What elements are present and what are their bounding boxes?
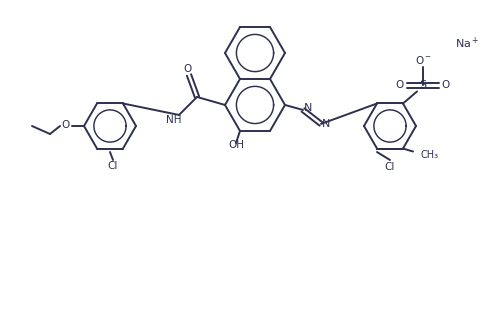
Text: CH₃: CH₃ [421,150,439,160]
Text: O: O [442,81,450,91]
Text: Cl: Cl [385,162,395,172]
Text: O: O [184,64,192,74]
Text: O: O [62,120,70,130]
Text: Na$^+$: Na$^+$ [455,35,479,51]
Text: O: O [396,81,404,91]
Text: N: N [304,103,312,113]
Text: S: S [419,81,427,91]
Text: O$^-$: O$^-$ [414,54,432,67]
Text: Cl: Cl [108,161,118,171]
Text: NH: NH [166,115,182,125]
Text: N: N [322,119,330,129]
Text: OH: OH [228,140,244,150]
